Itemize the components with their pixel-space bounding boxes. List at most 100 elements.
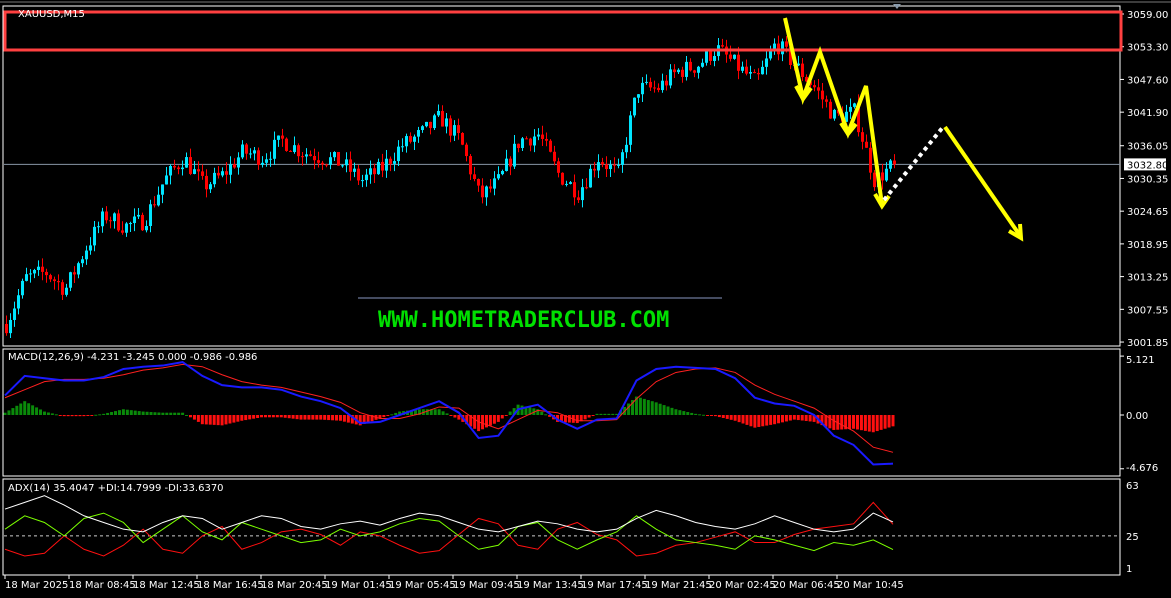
current-price-label: 3032.80 bbox=[1127, 160, 1168, 171]
price-tick-label: 3024.65 bbox=[1127, 207, 1168, 218]
macd-histogram-bar bbox=[327, 415, 331, 421]
macd-histogram-bar bbox=[224, 415, 228, 425]
price-tick-label: 3001.85 bbox=[1127, 338, 1168, 349]
macd-histogram-bar bbox=[244, 415, 248, 421]
candle bbox=[333, 151, 336, 158]
candle bbox=[409, 136, 412, 142]
macd-histogram-bar bbox=[279, 415, 283, 418]
macd-histogram-bar bbox=[58, 415, 62, 416]
arrowhead-icon bbox=[1007, 223, 1024, 242]
macd-histogram-bar bbox=[792, 415, 796, 420]
macd-histogram-bar bbox=[287, 415, 291, 419]
adx-plot bbox=[4, 495, 1120, 557]
macd-histogram-bar bbox=[520, 405, 524, 415]
macd-histogram-bar bbox=[23, 401, 27, 415]
macd-histogram-bar bbox=[299, 415, 303, 420]
candle bbox=[429, 121, 432, 129]
candle bbox=[749, 72, 752, 74]
macd-title: MACD(12,26,9) -4.231 -3.245 0.000 -0.986… bbox=[8, 352, 257, 363]
macd-histogram-bar bbox=[638, 397, 642, 415]
time-tick-label: 19 Mar 09:45 bbox=[453, 580, 520, 591]
macd-histogram-bar bbox=[445, 413, 449, 415]
candle bbox=[197, 169, 200, 172]
candle bbox=[469, 156, 472, 175]
macd-histogram-bar bbox=[713, 415, 717, 417]
macd-histogram-bar bbox=[658, 403, 662, 415]
macd-main-line bbox=[4, 361, 894, 466]
macd-histogram-bar bbox=[804, 415, 808, 421]
adx-tick-label: 1 bbox=[1126, 564, 1132, 575]
adx-minus-di-line bbox=[4, 501, 894, 557]
candle bbox=[185, 157, 188, 168]
candle bbox=[237, 157, 240, 168]
macd-histogram-bar bbox=[828, 415, 832, 429]
candle bbox=[641, 82, 644, 95]
candle bbox=[5, 323, 8, 334]
resistance-zone[interactable] bbox=[3, 10, 1123, 52]
candle bbox=[873, 172, 876, 188]
candle bbox=[805, 76, 808, 82]
candle bbox=[261, 162, 264, 165]
dotted-retrace-line[interactable] bbox=[882, 125, 945, 202]
candle bbox=[849, 106, 852, 112]
macd-histogram-bar bbox=[433, 409, 437, 415]
candle bbox=[649, 81, 652, 88]
macd-histogram-bar bbox=[469, 415, 473, 427]
candle bbox=[281, 135, 284, 139]
macd-histogram-bar bbox=[11, 408, 15, 415]
macd-histogram-bar bbox=[563, 415, 567, 423]
macd-histogram-bar bbox=[90, 415, 94, 416]
macd-histogram-bar bbox=[236, 415, 240, 422]
macd-histogram-bar bbox=[883, 415, 887, 429]
symbol-title: XAUUSD,M15 bbox=[18, 9, 85, 20]
macd-histogram-bar bbox=[694, 413, 698, 415]
candle bbox=[345, 159, 348, 166]
macd-histogram-bar bbox=[824, 415, 828, 427]
candle bbox=[145, 225, 148, 231]
macd-histogram-bar bbox=[394, 412, 398, 415]
macd-histogram-bar bbox=[78, 415, 82, 417]
macd-histogram-bar bbox=[271, 415, 275, 418]
candle bbox=[225, 171, 228, 175]
candle bbox=[413, 136, 416, 142]
macd-histogram-bar bbox=[559, 415, 563, 423]
candle bbox=[301, 156, 304, 158]
candle bbox=[681, 69, 684, 77]
candle bbox=[833, 109, 836, 119]
macd-histogram-bar bbox=[477, 415, 481, 432]
projected-down-arrow[interactable] bbox=[943, 125, 1024, 242]
candle bbox=[93, 226, 96, 246]
zigzag-down-arrows[interactable] bbox=[783, 17, 891, 210]
time-tick-label: 19 Mar 13:45 bbox=[517, 580, 584, 591]
macd-histogram-bar bbox=[528, 407, 532, 415]
macd-histogram-bar bbox=[248, 415, 252, 420]
macd-histogram-bar bbox=[165, 412, 169, 415]
candle bbox=[33, 269, 36, 274]
candle bbox=[449, 118, 452, 136]
candle bbox=[305, 154, 308, 157]
candle bbox=[61, 282, 64, 295]
candle bbox=[697, 66, 700, 73]
shift-marker-icon[interactable] bbox=[893, 4, 901, 9]
macd-histogram-bar bbox=[627, 403, 631, 415]
candle bbox=[249, 153, 252, 155]
candle bbox=[593, 168, 596, 171]
candle bbox=[129, 223, 132, 225]
candle bbox=[781, 41, 784, 55]
macd-histogram-bar bbox=[410, 410, 414, 415]
macd-histogram-bar bbox=[646, 400, 650, 415]
candle bbox=[893, 160, 896, 165]
candle bbox=[277, 135, 280, 140]
macd-histogram-bar bbox=[303, 415, 307, 420]
adx-tick-label: 63 bbox=[1126, 481, 1139, 492]
macd-tick-label: 0.00 bbox=[1126, 411, 1148, 422]
candle bbox=[861, 132, 864, 142]
macd-histogram-bar bbox=[358, 415, 362, 426]
candle bbox=[757, 72, 760, 75]
macd-histogram-bar bbox=[698, 414, 702, 416]
candle bbox=[481, 185, 484, 198]
macd-histogram-bar bbox=[386, 415, 390, 416]
time-tick-label: 19 Mar 17:45 bbox=[581, 580, 648, 591]
macd-histogram-bar bbox=[500, 415, 504, 419]
